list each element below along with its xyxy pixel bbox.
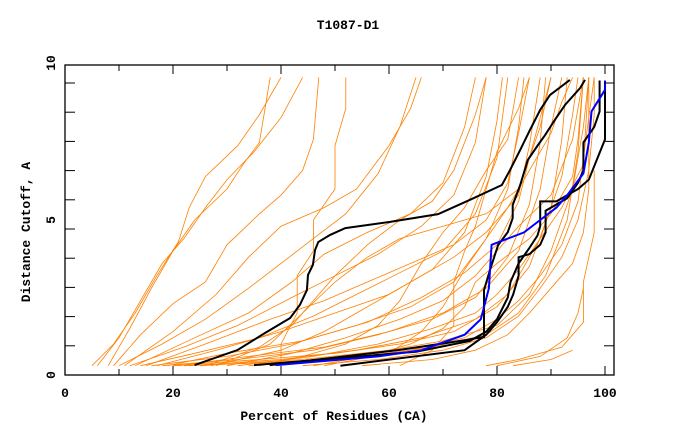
model-curve: [156, 77, 503, 367]
model-curve: [513, 349, 573, 367]
model-curve: [107, 77, 271, 366]
model-curve: [97, 77, 303, 366]
x-tick-label: 20: [165, 386, 181, 401]
y-tick-label: 10: [44, 55, 59, 71]
x-tick-label: 60: [381, 386, 397, 401]
y-axis-label: Distance Cutoff, A: [19, 162, 34, 303]
x-tick-label: 40: [273, 386, 289, 401]
x-tick-label: 0: [61, 386, 69, 401]
axis-ticks: [64, 65, 614, 375]
model-curve: [178, 77, 563, 367]
plot-frame: [64, 64, 615, 376]
model-best-curve: [275, 80, 606, 367]
model-curve: [199, 77, 590, 367]
model-curve: [259, 77, 519, 367]
model-curve: [205, 77, 487, 367]
chart-title: T1087-D1: [317, 18, 380, 33]
model-curve: [172, 77, 568, 367]
model-curve: [237, 77, 590, 367]
model-curve: [162, 77, 546, 367]
model-curve: [145, 77, 530, 367]
model-c-curve: [340, 80, 601, 367]
model-curve: [226, 77, 584, 367]
model-curve: [118, 77, 417, 367]
model-curve: [399, 77, 530, 367]
x-tick-label: 100: [593, 386, 617, 401]
model-curve: [151, 77, 525, 367]
model-curve: [496, 288, 584, 367]
plot-lines: [91, 77, 606, 367]
model-curve: [324, 77, 573, 367]
model-curve: [361, 77, 590, 367]
model-curve: [91, 77, 282, 366]
model-curve: [113, 77, 320, 366]
model-curve: [140, 77, 509, 367]
model-curve: [129, 77, 487, 367]
model-curve: [189, 77, 579, 367]
model-curve: [135, 77, 476, 367]
model-a-curve: [194, 79, 571, 367]
model-curve: [216, 77, 552, 367]
model-curve: [302, 77, 595, 367]
x-tick-label: 80: [489, 386, 505, 401]
y-tick-label: 5: [44, 216, 59, 224]
x-axis-label: Percent of Residues (CA): [240, 409, 427, 424]
y-tick-label: 0: [44, 371, 59, 379]
model-curve: [124, 77, 422, 367]
model-curve: [486, 170, 595, 367]
model-curve: [313, 77, 584, 367]
model-curve: [280, 77, 347, 366]
model-d-curve: [253, 80, 606, 367]
